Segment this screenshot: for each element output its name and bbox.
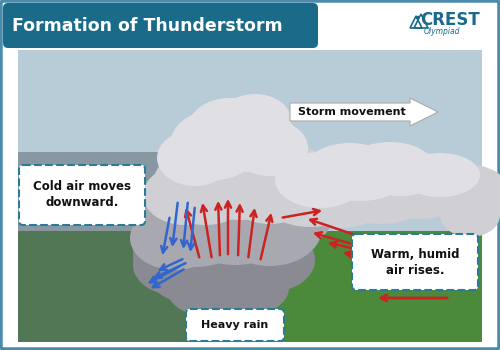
Ellipse shape (378, 159, 482, 211)
Ellipse shape (137, 183, 253, 267)
FancyBboxPatch shape (3, 3, 318, 48)
Ellipse shape (133, 235, 217, 295)
Bar (18, 231, 482, 342)
Ellipse shape (133, 217, 237, 293)
Ellipse shape (312, 149, 408, 201)
Ellipse shape (143, 165, 227, 225)
Ellipse shape (190, 239, 290, 305)
Ellipse shape (350, 142, 430, 182)
Ellipse shape (162, 203, 278, 287)
Ellipse shape (225, 228, 315, 292)
Ellipse shape (185, 136, 295, 220)
Ellipse shape (275, 152, 365, 208)
FancyBboxPatch shape (19, 165, 145, 225)
Ellipse shape (219, 94, 291, 146)
Ellipse shape (232, 120, 308, 176)
Text: Storm movement: Storm movement (298, 107, 406, 117)
Ellipse shape (218, 190, 322, 266)
Ellipse shape (200, 104, 296, 172)
Ellipse shape (330, 172, 430, 224)
Ellipse shape (308, 143, 392, 187)
Ellipse shape (205, 212, 305, 288)
Text: Cold air moves
downward.: Cold air moves downward. (33, 181, 131, 210)
Ellipse shape (260, 163, 360, 227)
Ellipse shape (153, 145, 257, 225)
Ellipse shape (222, 152, 318, 224)
Ellipse shape (130, 206, 220, 270)
Text: Olympiad: Olympiad (424, 28, 461, 36)
Ellipse shape (170, 110, 260, 180)
Ellipse shape (145, 235, 255, 305)
Ellipse shape (332, 157, 448, 213)
Ellipse shape (440, 193, 500, 237)
Text: CREST: CREST (420, 11, 480, 29)
Ellipse shape (205, 127, 305, 197)
Ellipse shape (455, 187, 500, 223)
Ellipse shape (295, 158, 405, 218)
Ellipse shape (173, 175, 297, 265)
Ellipse shape (237, 180, 333, 250)
Bar (18, 50, 482, 342)
Ellipse shape (188, 98, 272, 158)
Text: Formation of Thunderstorm: Formation of Thunderstorm (12, 17, 282, 35)
Text: Heavy rain: Heavy rain (202, 320, 268, 330)
Ellipse shape (172, 129, 268, 201)
FancyBboxPatch shape (352, 234, 478, 290)
Ellipse shape (400, 153, 480, 197)
Ellipse shape (160, 169, 260, 241)
Ellipse shape (248, 145, 332, 205)
FancyBboxPatch shape (186, 309, 284, 341)
Ellipse shape (157, 130, 233, 186)
FancyArrow shape (290, 98, 438, 126)
Ellipse shape (292, 172, 388, 228)
Ellipse shape (167, 262, 263, 318)
Text: Warm, humid
air rises.: Warm, humid air rises. (371, 247, 459, 276)
Ellipse shape (423, 164, 500, 212)
Ellipse shape (375, 171, 465, 219)
Ellipse shape (201, 260, 289, 316)
Ellipse shape (355, 148, 445, 196)
Bar (18, 152, 194, 342)
Ellipse shape (195, 170, 305, 246)
